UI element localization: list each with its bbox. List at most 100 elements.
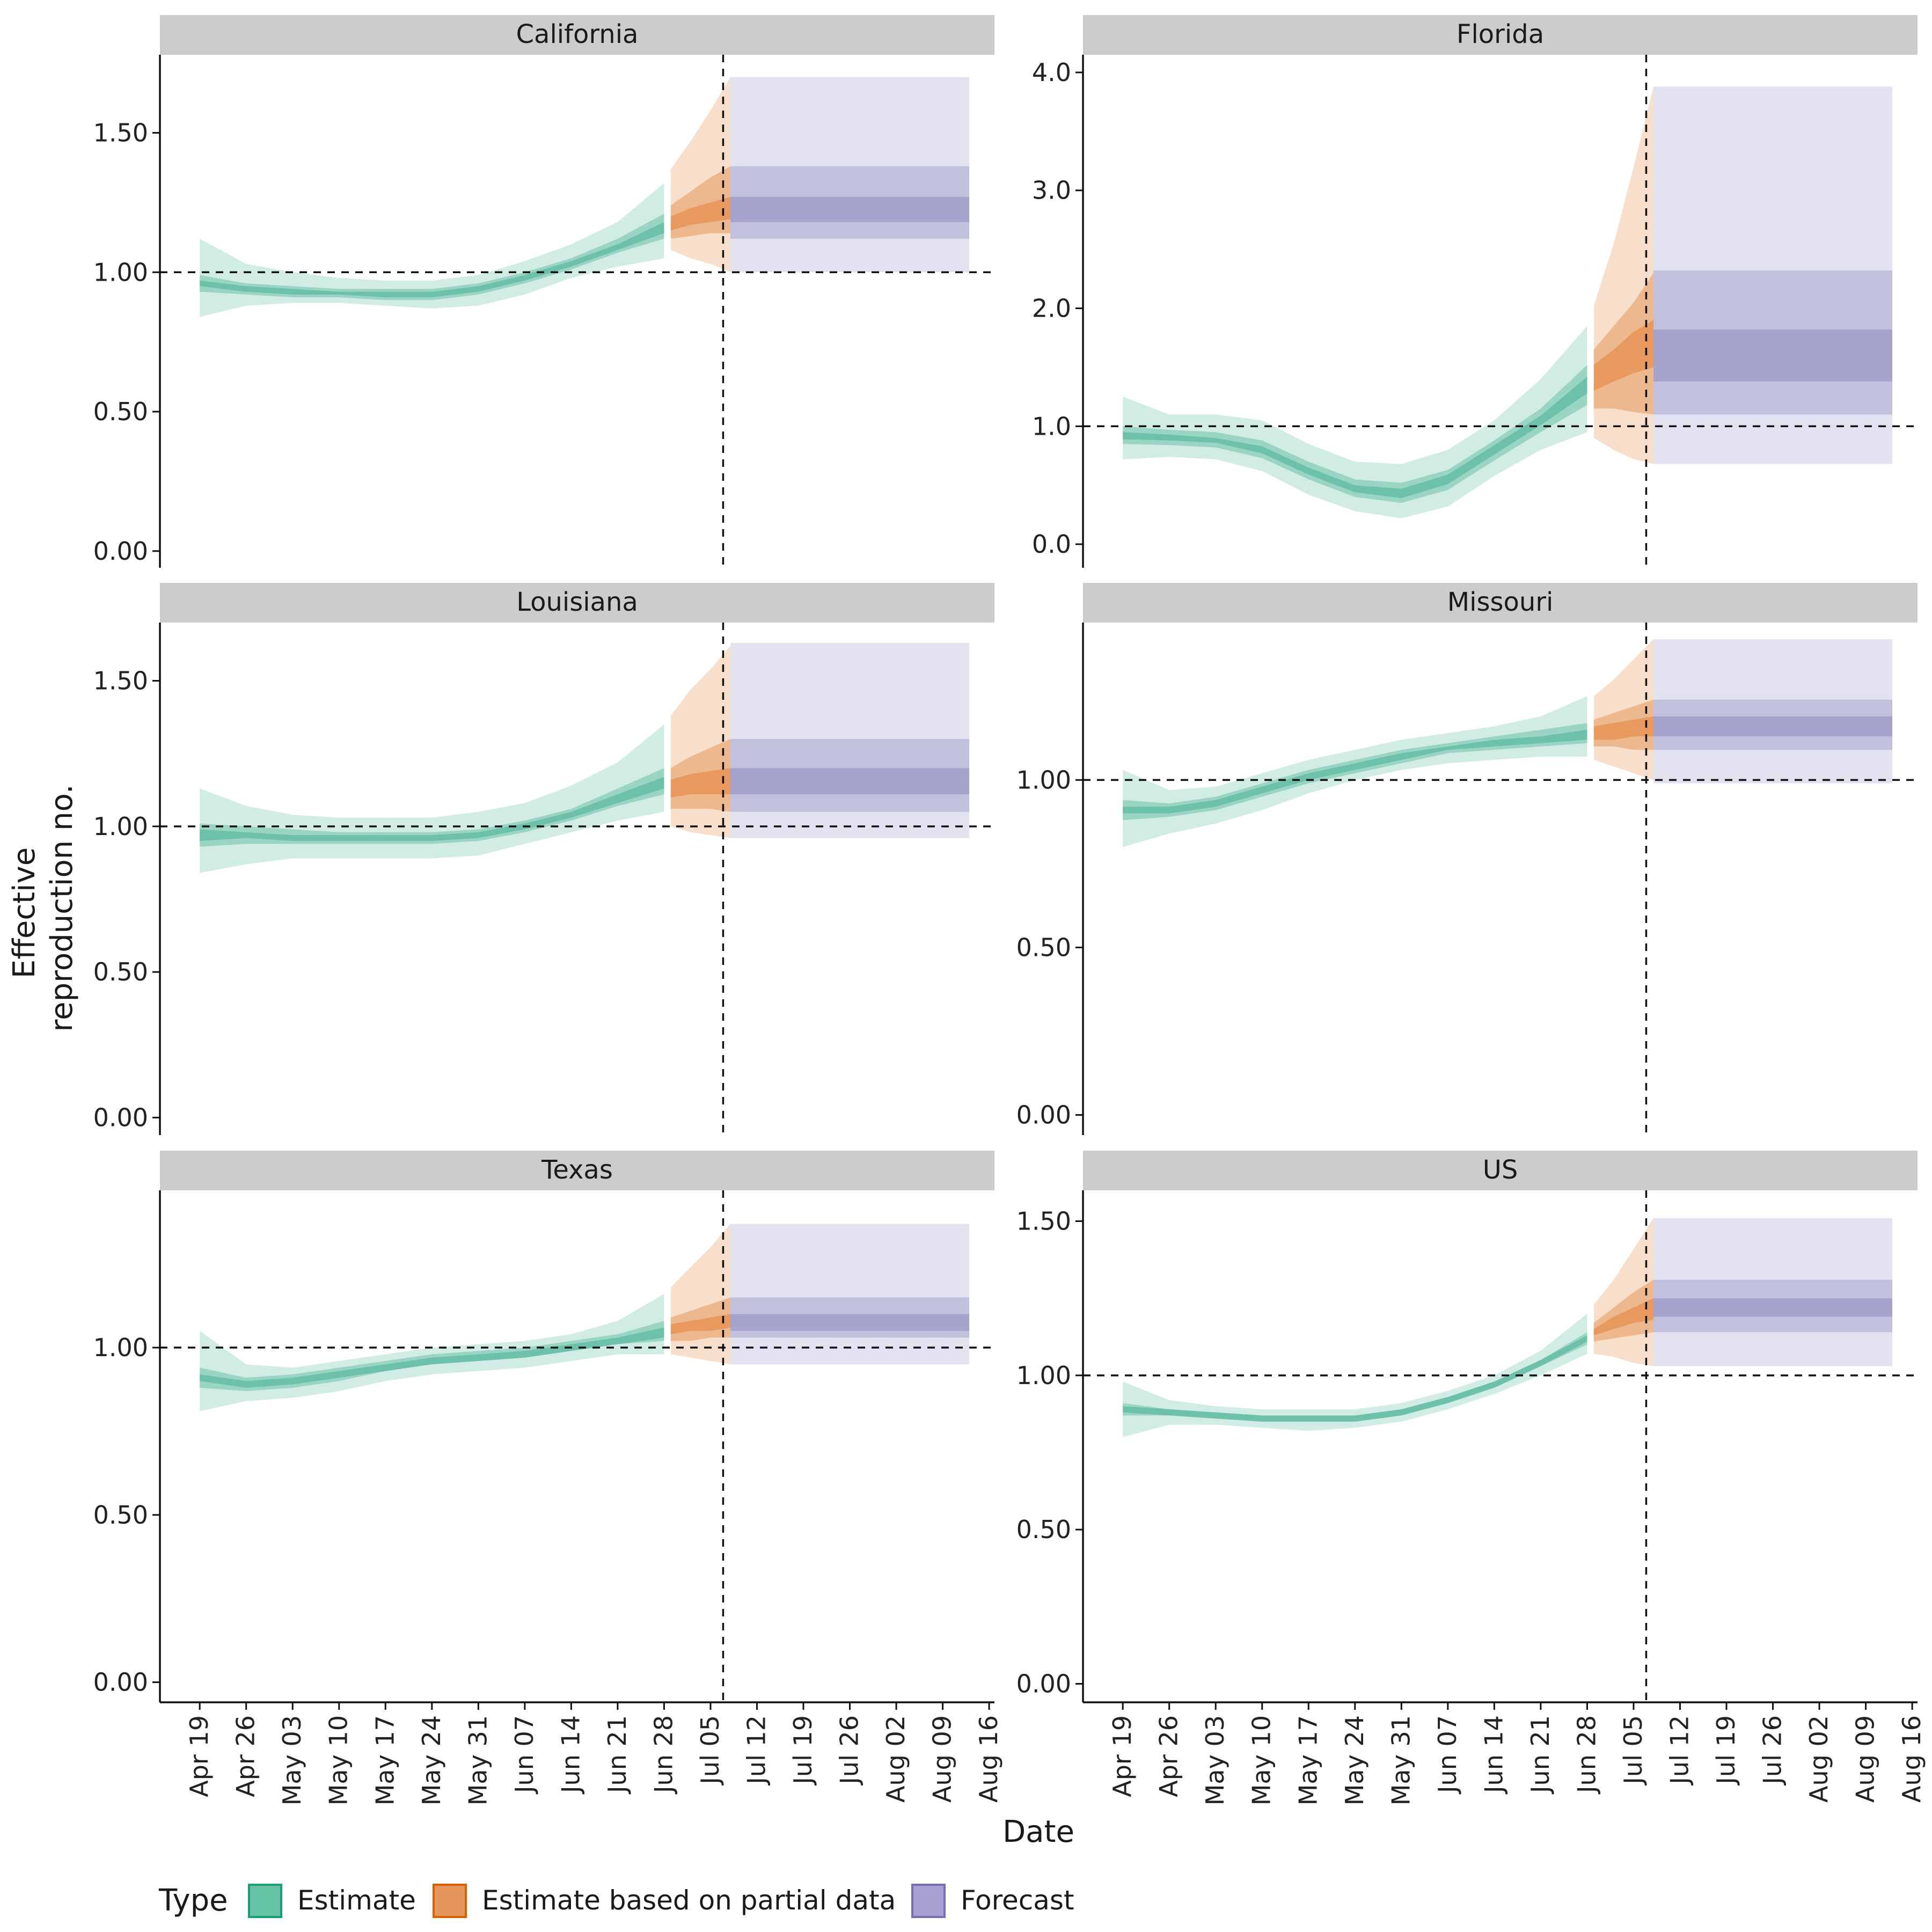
x-tick-label: Apr 19 bbox=[1108, 1715, 1137, 1797]
y-tick-label: 0.00 bbox=[93, 1103, 148, 1132]
y-tick-label: 0.50 bbox=[93, 957, 148, 986]
facet-florida: Florida 0.0 1.0 2.0 3.0 4.0 bbox=[1032, 15, 1918, 568]
partial-band-50 bbox=[1593, 1279, 1653, 1342]
y-tick-label: 0.0 bbox=[1032, 530, 1071, 559]
x-tick-label: Jun 28 bbox=[649, 1715, 678, 1795]
legend-key-partial bbox=[433, 1884, 467, 1918]
estimate-band-90 bbox=[200, 183, 664, 317]
y-tick-label: 0.00 bbox=[93, 1668, 148, 1697]
x-tick-label: Apr 19 bbox=[185, 1715, 214, 1797]
forecast-band-90 bbox=[730, 77, 970, 273]
partial-band-90 bbox=[670, 646, 730, 838]
x-tick-label: Jul 12 bbox=[1665, 1715, 1694, 1786]
forecast-band-20 bbox=[730, 196, 970, 222]
x-tick-label: Aug 02 bbox=[881, 1715, 910, 1803]
x-tick-label: Apr 26 bbox=[231, 1715, 260, 1797]
y-axis-title: Effective reproduction no. bbox=[7, 784, 79, 1031]
legend-item-forecast: Forecast bbox=[911, 1884, 1074, 1918]
forecast-band-50 bbox=[1653, 1279, 1893, 1333]
partial-band-20 bbox=[1593, 320, 1653, 391]
forecast-band-90 bbox=[1653, 86, 1893, 464]
y-tick-label: 2.0 bbox=[1032, 294, 1071, 323]
estimate-band-50 bbox=[200, 1321, 664, 1392]
estimate-band-90 bbox=[200, 724, 664, 873]
facet-title: Missouri bbox=[1447, 587, 1554, 617]
legend: Type Estimate Estimate based on partial … bbox=[158, 1883, 1074, 1918]
partial-band-90 bbox=[670, 77, 730, 273]
x-tick-label: May 03 bbox=[1201, 1715, 1230, 1805]
partial-band-50 bbox=[1593, 273, 1653, 415]
y-tick-label: 3.0 bbox=[1032, 176, 1071, 205]
facet-strip bbox=[160, 15, 994, 55]
partial-band-90 bbox=[670, 1224, 730, 1365]
forecast-band-20 bbox=[1653, 1298, 1893, 1317]
facet-california: California 0.00 0.50 1.00 1.50 bbox=[93, 15, 994, 568]
x-tick-label: Jun 21 bbox=[603, 1715, 632, 1795]
forecast-band-50 bbox=[730, 1297, 970, 1338]
facet-strip bbox=[1083, 15, 1918, 55]
forecast-band-20 bbox=[730, 1314, 970, 1331]
x-tick-label: Jul 05 bbox=[696, 1715, 724, 1786]
forecast-band-50 bbox=[1653, 270, 1893, 415]
partial-band-20 bbox=[1593, 1298, 1653, 1336]
x-tick-label: May 24 bbox=[1340, 1715, 1369, 1805]
estimate-band-90 bbox=[1123, 696, 1587, 847]
x-tick-label: Jun 07 bbox=[510, 1715, 539, 1795]
y-tick-label: 1.50 bbox=[93, 667, 148, 696]
facet-title: California bbox=[516, 19, 639, 49]
x-tick-label: Jul 19 bbox=[788, 1715, 817, 1786]
estimate-band-20 bbox=[1123, 377, 1587, 499]
x-tick-label: Aug 09 bbox=[1851, 1715, 1880, 1803]
x-axis-title: Date bbox=[1002, 1814, 1074, 1849]
x-tick-label: Jul 05 bbox=[1619, 1715, 1648, 1786]
y-tick-label: 1.00 bbox=[93, 812, 148, 841]
x-tick-label: May 17 bbox=[370, 1715, 399, 1805]
legend-key-estimate bbox=[248, 1884, 282, 1918]
x-tick-label: Jun 21 bbox=[1526, 1715, 1555, 1795]
forecast-band-90 bbox=[1653, 639, 1893, 784]
y-tick-label: 0.00 bbox=[93, 537, 148, 566]
y-tick-label: 0.50 bbox=[1016, 1515, 1071, 1544]
estimate-band-20 bbox=[200, 1327, 664, 1388]
x-tick-label: May 24 bbox=[417, 1715, 446, 1805]
x-tick-label: Jul 26 bbox=[835, 1715, 864, 1786]
estimate-band-50 bbox=[200, 768, 664, 847]
facet-title: Louisiana bbox=[516, 587, 638, 617]
partial-band-50 bbox=[670, 739, 730, 812]
x-tick-label: Jun 28 bbox=[1572, 1715, 1601, 1795]
facet-us: US 0.00 0.50 1.00 1.50 Apr 19 Apr 26 May 03 May … bbox=[1016, 1151, 1926, 1805]
estimate-band-50 bbox=[1123, 723, 1587, 821]
forecast-band-20 bbox=[1653, 716, 1893, 737]
x-tick-label: Jun 07 bbox=[1433, 1715, 1462, 1795]
estimate-band-50 bbox=[1123, 365, 1587, 503]
x-tick-label: Aug 16 bbox=[974, 1715, 1003, 1803]
forecast-band-20 bbox=[1653, 330, 1893, 382]
forecast-band-20 bbox=[730, 768, 970, 795]
y-tick-label: 1.50 bbox=[93, 118, 148, 147]
y-tick-label: 0.50 bbox=[1016, 933, 1071, 962]
legend-label-partial: Estimate based on partial data bbox=[482, 1885, 896, 1916]
y-tick-label: 1.00 bbox=[1016, 1361, 1071, 1390]
forecast-band-90 bbox=[1653, 1218, 1893, 1366]
estimate-band-20 bbox=[200, 222, 664, 297]
x-tick-label: May 03 bbox=[277, 1715, 306, 1805]
x-tick-label: May 17 bbox=[1293, 1715, 1322, 1805]
estimate-band-50 bbox=[200, 214, 664, 301]
partial-band-50 bbox=[1593, 699, 1653, 750]
y-axis-title-line-1: Effective bbox=[7, 847, 42, 978]
legend-item-estimate: Estimate bbox=[248, 1884, 416, 1918]
x-tick-label: May 10 bbox=[324, 1715, 353, 1805]
facet-title: US bbox=[1483, 1155, 1518, 1185]
y-tick-label: 1.00 bbox=[1016, 765, 1071, 794]
partial-band-50 bbox=[670, 166, 730, 239]
facet-title: Texas bbox=[541, 1155, 613, 1185]
forecast-band-50 bbox=[1653, 699, 1893, 750]
partial-band-20 bbox=[670, 768, 730, 797]
y-tick-label: 1.50 bbox=[1016, 1206, 1071, 1235]
estimate-band-20 bbox=[1123, 1335, 1587, 1422]
forecast-band-50 bbox=[730, 166, 970, 239]
estimate-band-90 bbox=[200, 1294, 664, 1411]
x-tick-label: Jul 26 bbox=[1758, 1715, 1787, 1786]
partial-band-20 bbox=[670, 197, 730, 231]
